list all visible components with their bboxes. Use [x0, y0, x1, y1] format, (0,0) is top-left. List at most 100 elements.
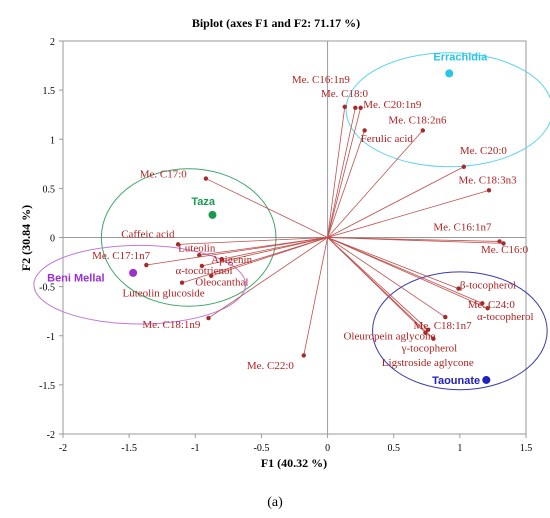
vector-me-c18-3n3 [327, 189, 490, 238]
variable-label-luteolin-glucoside: Luteolin glucoside [123, 287, 205, 299]
variable-label-me-c18-2n6: Me. C18:2n6 [388, 115, 447, 127]
y-tick-label: -0.5 [39, 283, 55, 294]
vector-tip-luteolin [197, 252, 202, 258]
group-ellipse-taza [100, 168, 277, 307]
x-tick-label: 1 [457, 443, 462, 454]
variable-label-me-c20-1n9: Me. C20:1n9 [363, 99, 422, 111]
vector-me-c20-1n9 [327, 107, 362, 238]
variable-label-ferulic-acid: Ferulic acid [361, 133, 414, 145]
y-tick-label: 2 [50, 37, 55, 48]
variable-vectors [144, 104, 506, 358]
variable-label-me-c22-0: Me. C22:0 [247, 360, 295, 372]
observation-label-errachidia: Errachidia [433, 52, 488, 64]
vector-tip-me-c18-1n9 [206, 315, 211, 321]
vector-tip-ferulic-acid [362, 128, 367, 133]
vector-oleuropein-aglycone [327, 237, 429, 331]
variable-label-tocopherol: β-tocopherol [460, 280, 516, 292]
vector-me-c18-2n6 [327, 130, 424, 238]
group-ellipse-errachidia [345, 52, 550, 168]
variable-label-me-c18-3n3: Me. C18:3n3 [459, 174, 518, 186]
vector-me-c18-0 [327, 107, 356, 238]
x-tick-label: 0 [325, 443, 330, 454]
observation-label-taounate: Taounate [432, 375, 480, 387]
vector-tip-ligstroside-aglycone [423, 330, 428, 336]
variable-label-luteolin: Luteolin [178, 242, 216, 254]
variable-label-me-c24-0: Me. C24:0 [468, 299, 516, 311]
vector-tip-tocopherol [485, 306, 490, 311]
vector-tip-tocopherol [431, 336, 436, 341]
vector-tocotrienol [201, 237, 328, 267]
variable-labels: Me. C16:1n9 Me. C18:0Me. C20:1n9 Me. C18:2… [92, 74, 533, 372]
observation-point-taounate [482, 375, 491, 384]
y-axis-label: F2 (30.84 %) [19, 205, 33, 271]
vector-me-c18-1n9 [208, 237, 328, 319]
variable-label-ligstroside-aglycone: Ligstroside aglycone [382, 357, 474, 369]
y-tick-label: -1.5 [39, 381, 55, 392]
y-tick-label: 1 [50, 135, 55, 146]
vector-tip-me-c20-0 [461, 164, 467, 169]
vector-ligstroside-aglycone [327, 237, 426, 334]
vector-caffeic-acid [178, 237, 328, 245]
vector-me-c16-1n9 [327, 106, 346, 238]
vector-tip-me-c18-2n6 [420, 128, 426, 133]
y-tick-label: 0 [50, 234, 55, 245]
vector-me-c16-0 [327, 237, 504, 244]
y-tick-label: 1.5 [43, 86, 56, 97]
observation-label-beni-mellal: Beni Mellal [47, 273, 104, 285]
variable-label-oleocanthal: Oleocanthal [195, 277, 248, 289]
variable-label-me-c18-1n9: Me. C18:1n9 [142, 319, 201, 331]
vector-me-c22-0 [303, 237, 328, 356]
vector-luteolin-glucoside [181, 237, 328, 284]
x-tick-label: 1.5 [520, 443, 533, 454]
variable-label-me-c18-0: Me. C18:0 [321, 88, 369, 100]
group-ellipses [33, 52, 550, 391]
variable-label-me-c16-1n7: Me. C16:1n7 [433, 222, 492, 234]
vector-me-c18-1n7 [327, 237, 446, 318]
vector-tip-apigenin [219, 256, 224, 262]
vector-tip-me-c17-0 [203, 176, 209, 181]
figure-caption: (a) [267, 495, 283, 510]
group-ellipse-taounate [372, 271, 548, 391]
vector-tip-me-c17-1n7 [144, 262, 149, 268]
vector-tip-me-c22-0 [301, 353, 306, 358]
variable-label-me-c18-1n7: Me. C18:1n7 [414, 320, 473, 332]
vector-tocopherol [327, 237, 488, 309]
x-tick-label: -1 [191, 443, 199, 454]
x-axis-label: F1 (40.32 %) [261, 456, 327, 470]
axis-ticks: -2 -1.5 -1 -0.5 0 0.5 1 1.5 -2 -1.5 -1 -0.5 0 0.5 1 1.5… [39, 37, 532, 454]
variable-label-me-c16-0: Me. C16:0 [481, 244, 529, 256]
x-tick-label: 0.5 [387, 443, 400, 454]
vector-tip-me-c18-1n7 [443, 314, 448, 320]
variable-label-me-c17-1n7: Me. C17:1n7 [92, 250, 151, 262]
vector-tip-me-c16-1n9 [342, 104, 347, 110]
observation-point-taza [208, 210, 217, 219]
y-tick-label: -2 [47, 430, 55, 441]
variable-label-tocopherol: α-tocopherol [477, 311, 533, 323]
vector-me-c17-1n7 [146, 237, 328, 266]
variable-label-caffeic-acid: Caffeic acid [121, 229, 175, 241]
vector-me-c17-0 [205, 178, 328, 238]
vector-tocopherol [327, 237, 459, 289]
vector-tip-me-c20-1n9 [358, 105, 363, 111]
variable-label-me-c17-0: Me. C17:0 [140, 169, 188, 181]
vector-tip-tocopherol [456, 286, 461, 291]
observation-point-errachidia [445, 69, 454, 78]
observation-point-beni-mellal [129, 268, 138, 277]
variable-label-me-c20-0: Me. C20:0 [460, 145, 508, 157]
vector-tip-me-c18-3n3 [486, 188, 492, 193]
vector-tip-me-c16-1n7 [497, 239, 502, 244]
y-tick-label: 0.5 [43, 184, 56, 195]
chart-title: Biplot (axes F1 and F2: 71.17 %) [192, 16, 360, 30]
x-tick-label: -2 [59, 443, 67, 454]
vector-ferulic-acid [327, 130, 365, 238]
vector-tip-tocotrienol [199, 263, 205, 269]
vector-tip-oleuropein-aglycone [425, 327, 431, 333]
vector-me-c20-0 [327, 166, 465, 238]
vector-tip-me-c24-0 [480, 301, 485, 306]
variable-label-oleuropein-aglycone: Oleuropein aglycone [343, 331, 435, 343]
variable-label-me-c16-1n9: Me. C16:1n9 [292, 74, 351, 86]
x-tick-label: -1.5 [121, 443, 137, 454]
vector-tip-caffeic-acid [175, 242, 181, 247]
variable-label-apigenin: Apigenin [211, 254, 252, 266]
